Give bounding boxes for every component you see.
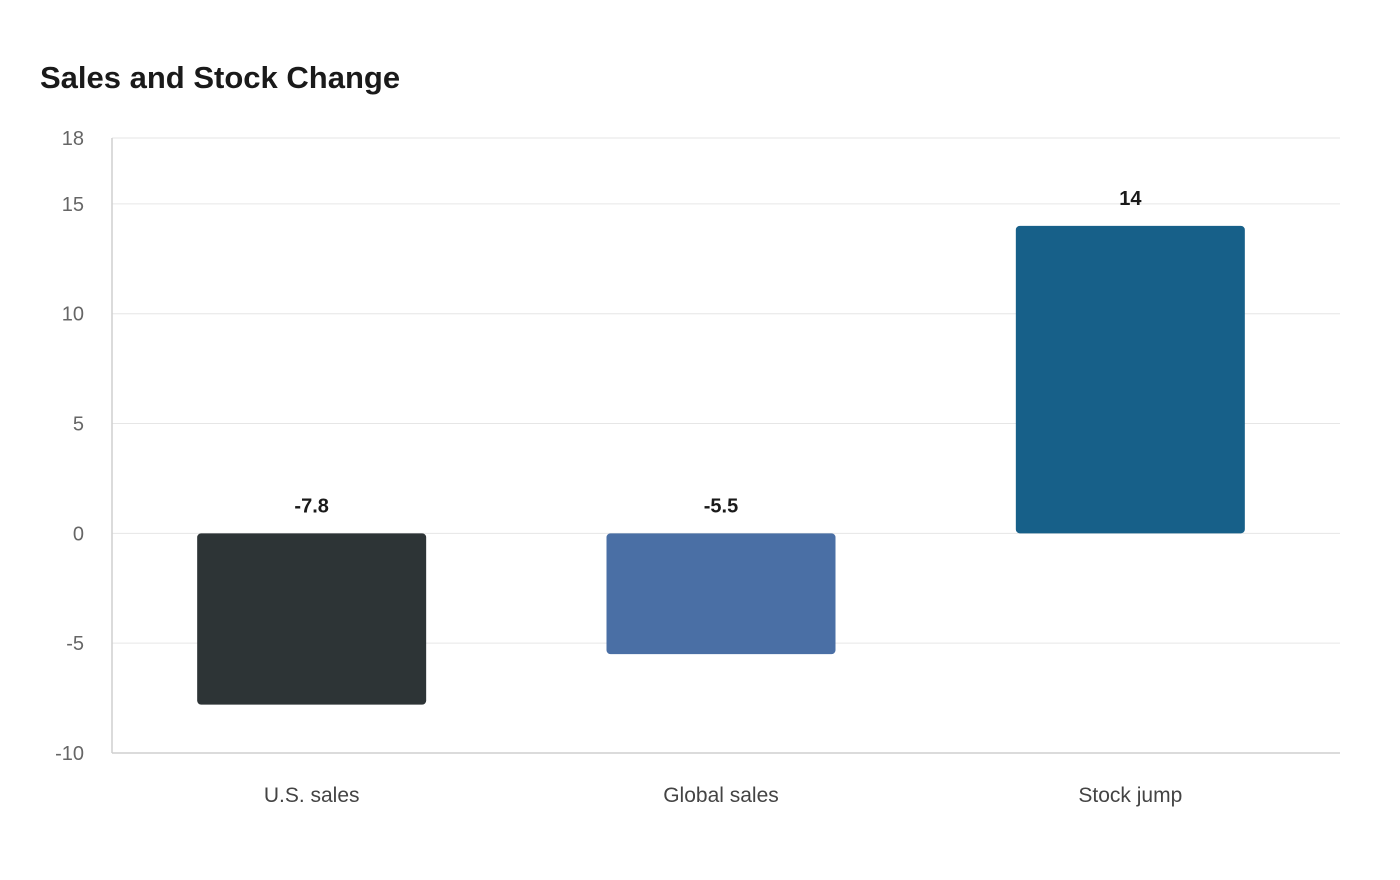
y-tick-label: 15: [62, 194, 84, 216]
axes: [111, 138, 1340, 754]
y-tick-label: 18: [62, 128, 84, 150]
data-label: -5.5: [704, 495, 738, 517]
bars: [197, 225, 1245, 705]
chart-title: Sales and Stock Change: [40, 60, 401, 95]
y-tick-label: 10: [62, 304, 84, 326]
bar-stock-jump: [1015, 225, 1245, 534]
x-axis-ticks: U.S. sales Global sales Stock jump: [264, 784, 1182, 807]
bar-u-s-sales: [197, 533, 427, 705]
x-tick-label: Global sales: [663, 784, 779, 807]
x-tick-label: U.S. sales: [264, 784, 360, 807]
y-tick-label: -10: [55, 743, 84, 765]
y-axis-ticks: -10 -5 0 5 10 15 18: [55, 128, 84, 765]
data-label: -7.8: [294, 495, 328, 517]
y-tick-label: 5: [73, 414, 84, 436]
data-labels: -7.8 -5.5 14: [294, 188, 1142, 517]
x-tick-label: Stock jump: [1078, 784, 1182, 807]
y-tick-label: -5: [66, 633, 84, 655]
y-tick-label: 0: [73, 523, 84, 545]
bar-global-sales: [606, 533, 836, 655]
data-label: 14: [1119, 188, 1142, 210]
